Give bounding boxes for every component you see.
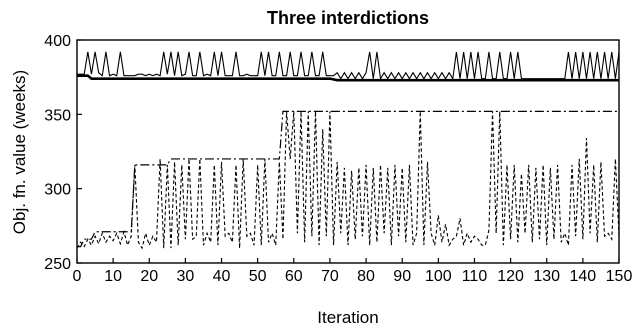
x-tick-label: 70 [321, 268, 339, 285]
series-line-dash-dot [77, 110, 619, 248]
x-tick-label: 40 [213, 268, 231, 285]
x-tick-label: 30 [177, 268, 195, 285]
x-tick-label: 20 [140, 268, 158, 285]
x-tick-label: 50 [249, 268, 267, 285]
series-line-solid-thin [77, 51, 620, 81]
x-tick-label: 90 [393, 268, 411, 285]
x-tick-label: 10 [104, 268, 122, 285]
series-layer [76, 51, 620, 250]
y-tick-label: 300 [44, 182, 71, 199]
x-tick-label: 100 [425, 268, 452, 285]
chart-title: Three interdictions [267, 8, 429, 28]
x-tick-label: 120 [497, 268, 524, 285]
y-tick-label: 400 [44, 33, 71, 50]
series-line-dashed [76, 111, 620, 250]
y-tick-label: 250 [44, 256, 71, 273]
x-tick-label: 110 [462, 268, 488, 285]
x-tick-label: 0 [73, 268, 82, 285]
x-tick-label: 140 [570, 268, 597, 285]
series-line-solid-thick [77, 74, 619, 82]
x-tick-label: 150 [606, 268, 633, 285]
y-axis-label: Obj. fn. value (weeks) [10, 70, 29, 234]
x-tick-label: 130 [533, 268, 560, 285]
axis-ticks: 0 10 20 30 40 50 60 70 80 90 100 110 120 130 140 150 250… [44, 33, 632, 285]
plot-frame [76, 39, 620, 264]
x-tick-label: 60 [285, 268, 303, 285]
x-axis-label: Iteration [317, 308, 378, 327]
x-tick-label: 80 [357, 268, 375, 285]
y-tick-label: 350 [44, 107, 71, 124]
